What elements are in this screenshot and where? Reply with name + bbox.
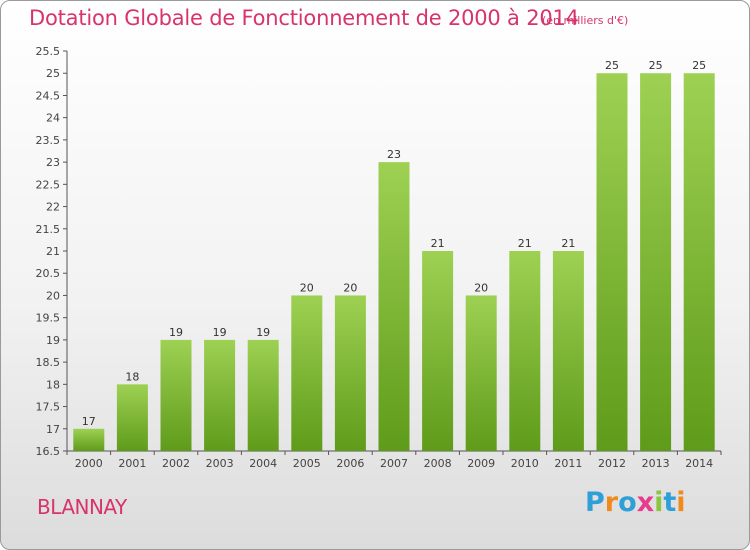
bar-2010 <box>509 251 541 451</box>
x-tick-label: 2007 <box>380 457 408 470</box>
bar-value-label: 19 <box>256 326 270 339</box>
bar-value-label: 20 <box>343 281 357 294</box>
y-tick-label: 18.5 <box>36 356 61 369</box>
bar-2001 <box>116 384 148 451</box>
logo-letter: r <box>604 487 619 518</box>
x-tick-label: 2006 <box>336 457 364 470</box>
y-tick-label: 25.5 <box>36 45 61 58</box>
bar-value-label: 20 <box>474 281 488 294</box>
y-tick-label: 21.5 <box>36 223 61 236</box>
y-tick-label: 19 <box>46 334 60 347</box>
x-tick-label: 2005 <box>293 457 321 470</box>
y-tick-label: 24.5 <box>36 89 61 102</box>
bar-value-label: 21 <box>431 237 445 250</box>
bar-value-label: 25 <box>692 59 706 72</box>
y-tick-label: 16.5 <box>36 445 61 458</box>
y-tick-label: 21 <box>46 245 60 258</box>
bar-value-label: 19 <box>213 326 227 339</box>
y-tick-label: 20.5 <box>36 267 61 280</box>
bar-2006 <box>334 295 366 451</box>
y-tick-label: 24 <box>46 112 60 125</box>
bar-value-label: 21 <box>561 237 575 250</box>
y-tick-label: 20 <box>46 289 60 302</box>
logo-letter: x <box>636 487 655 518</box>
bar-value-label: 17 <box>82 415 96 428</box>
bar-2013 <box>640 73 672 451</box>
x-tick-label: 2009 <box>467 457 495 470</box>
x-tick-label: 2014 <box>685 457 713 470</box>
bar-2005 <box>291 295 323 451</box>
x-tick-label: 2003 <box>206 457 234 470</box>
logo-letter: t <box>663 487 677 518</box>
bar-value-label: 19 <box>169 326 183 339</box>
y-tick-label: 25 <box>46 67 60 80</box>
x-tick-label: 2002 <box>162 457 190 470</box>
logo-letter: i <box>654 487 664 518</box>
bar-value-label: 18 <box>125 370 139 383</box>
bar-2009 <box>465 295 497 451</box>
commune-name: BLANNAY <box>37 495 127 519</box>
y-tick-label: 19.5 <box>36 312 61 325</box>
x-tick-label: 2001 <box>118 457 146 470</box>
x-tick-label: 2013 <box>642 457 670 470</box>
y-tick-label: 17 <box>46 423 60 436</box>
chart-title: Dotation Globale de Fonctionnement de 20… <box>29 6 579 30</box>
chart-subtitle: (en milliers d'€) <box>542 14 629 27</box>
y-tick-label: 22.5 <box>36 178 61 191</box>
bar-2000 <box>73 428 105 451</box>
bar-2011 <box>552 251 584 451</box>
bar-2003 <box>204 339 236 451</box>
x-tick-label: 2011 <box>554 457 582 470</box>
y-tick-label: 22 <box>46 201 60 214</box>
y-tick-label: 23 <box>46 156 60 169</box>
chart-bars: 17 18 19 19 19 20 20 23 21 20 21 21 25 25 25 <box>73 59 715 451</box>
logo-letter: o <box>618 487 637 518</box>
bar-2004 <box>247 339 279 451</box>
chart-axes: 16.5 17 17.5 18 18.5 19 19.5 20 20.5 21 21.5 22 22.5… <box>36 45 722 470</box>
y-tick-label: 18 <box>46 378 60 391</box>
bar-2002 <box>160 339 192 451</box>
bar-value-label: 21 <box>518 237 532 250</box>
bar-value-label: 25 <box>649 59 663 72</box>
x-tick-label: 2004 <box>249 457 277 470</box>
x-tick-label: 2012 <box>598 457 626 470</box>
proxiti-logo[interactable]: Proxiti <box>585 487 686 518</box>
y-tick-label: 17.5 <box>36 401 61 414</box>
bar-2012 <box>596 73 628 451</box>
x-tick-label: 2010 <box>511 457 539 470</box>
x-tick-label: 2008 <box>424 457 452 470</box>
bar-2008 <box>422 251 454 451</box>
bar-value-label: 20 <box>300 281 314 294</box>
bar-2014 <box>683 73 715 451</box>
y-tick-label: 23.5 <box>36 134 61 147</box>
bar-value-label: 23 <box>387 148 401 161</box>
logo-letter: P <box>585 487 605 518</box>
bar-2007 <box>378 162 410 451</box>
x-tick-label: 2000 <box>75 457 103 470</box>
bar-value-label: 25 <box>605 59 619 72</box>
logo-letter: i <box>676 487 686 518</box>
